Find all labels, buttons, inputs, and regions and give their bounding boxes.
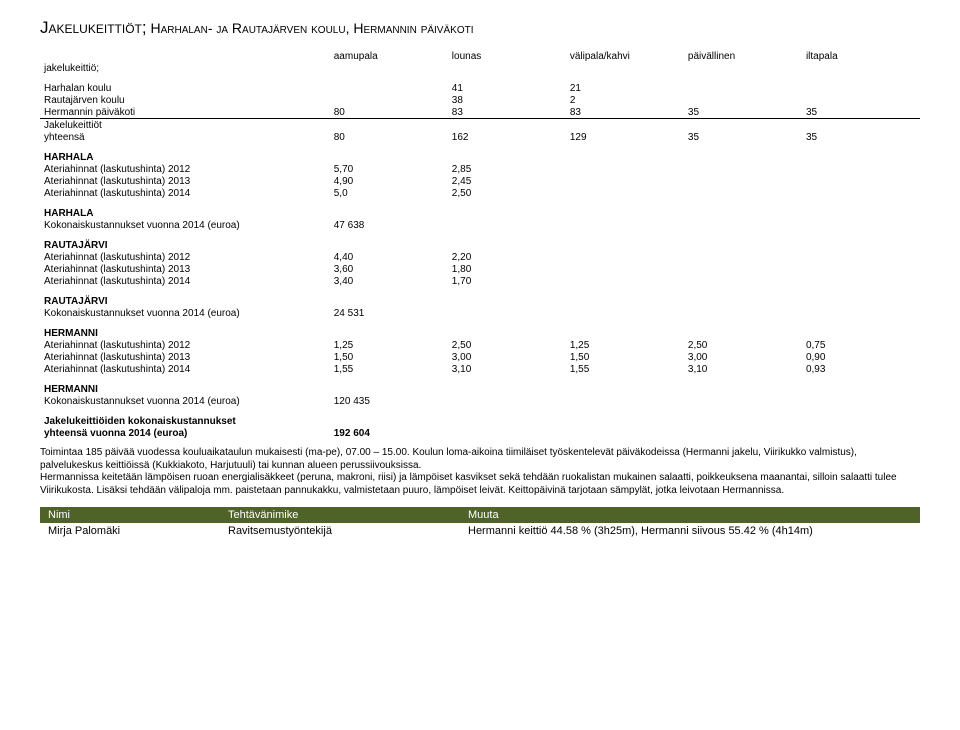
footer-row: Mirja Palomäki Ravitsemustyöntekijä Herm… (40, 523, 920, 539)
hermanni-header: HERMANNI (40, 327, 330, 339)
rautajarvi-header: RAUTAJÄRVI (40, 239, 330, 251)
table-row: Rautajärven koulu 38 2 (40, 94, 920, 106)
harhala-header: HARHALA (40, 151, 330, 163)
col-header: välipala/kahvi (566, 50, 684, 62)
col-header: päivällinen (684, 50, 802, 62)
jakelu-label: jakelukeittiö; (40, 62, 330, 74)
footer-table: Nimi Tehtävänimike Muuta Mirja Palomäki … (40, 507, 920, 539)
main-table: aamupala lounas välipala/kahvi päivällin… (40, 50, 920, 439)
col-header: aamupala (330, 50, 448, 62)
table-row: Harhalan koulu 41 21 (40, 82, 920, 94)
title-sub: Harhalan- ja Rautajärven koulu, Hermanni… (147, 20, 474, 36)
col-header: iltapala (802, 50, 920, 62)
footer-header: Muuta (460, 507, 920, 523)
col-header (40, 50, 330, 62)
footer-header: Tehtävänimike (220, 507, 460, 523)
table-row: Hermannin päiväkoti 80 83 83 35 35 (40, 106, 920, 119)
table-header-row: aamupala lounas välipala/kahvi päivällin… (40, 50, 920, 62)
table-row: yhteensä 80 162 129 35 35 (40, 131, 920, 143)
description-paragraph: Toimintaa 185 päivää vuodessa kouluaikat… (40, 447, 920, 497)
footer-header: Nimi (40, 507, 220, 523)
col-header: lounas (448, 50, 566, 62)
title-main: Jakelukeittiöt; (40, 18, 147, 37)
page-title: Jakelukeittiöt; Harhalan- ja Rautajärven… (40, 18, 920, 38)
